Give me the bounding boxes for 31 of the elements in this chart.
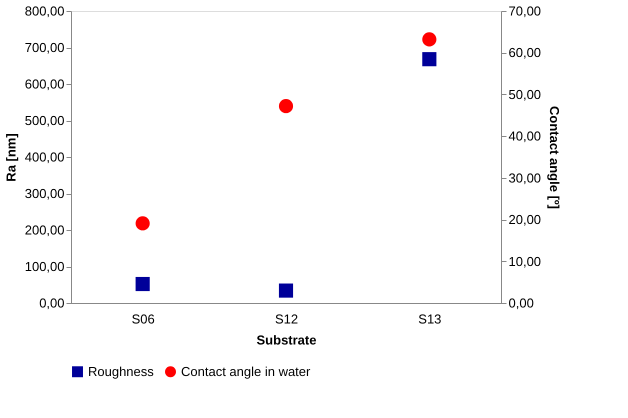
legend-label: Roughness	[88, 364, 154, 379]
y2-axis-title: Contact angle [º]	[547, 106, 562, 209]
y-tick-label: 700,00	[24, 40, 64, 55]
y2-tick-label: 0,00	[508, 296, 534, 310]
y-tick-label: 0,00	[39, 296, 64, 310]
y2-tick-label: 10,00	[508, 254, 542, 269]
legend-label: Contact angle in water	[181, 364, 312, 379]
point	[278, 284, 294, 298]
y2-tick-label: 20,00	[508, 212, 542, 228]
point	[422, 32, 436, 46]
y-tick-label: 200,00	[24, 222, 64, 238]
y-tick-label: 300,00	[24, 186, 64, 201]
y-tick-label: 100,00	[24, 259, 64, 274]
point	[136, 276, 150, 292]
y-tick-label: 500,00	[24, 113, 64, 128]
point	[278, 99, 294, 114]
y-axis-title: Ra [nm]	[4, 133, 19, 182]
y-tick-label: 400,00	[24, 150, 64, 164]
point	[422, 52, 436, 66]
x-tick-label: S13	[418, 312, 442, 326]
x-axis-title: Substrate	[256, 332, 316, 348]
y-tick-label: 600,00	[24, 76, 64, 92]
point	[136, 216, 150, 230]
y2-tick-label: 60,00	[508, 45, 542, 60]
y2-tick-label: 70,00	[508, 4, 542, 18]
y2-tick-label: 40,00	[508, 128, 542, 144]
x-tick-label: S06	[132, 312, 155, 326]
x-tick-label: S12	[274, 312, 298, 326]
y-tick-label: 800,00	[24, 4, 64, 18]
y2-tick-label: 50,00	[508, 86, 542, 102]
y2-tick-label: 30,00	[508, 170, 542, 186]
